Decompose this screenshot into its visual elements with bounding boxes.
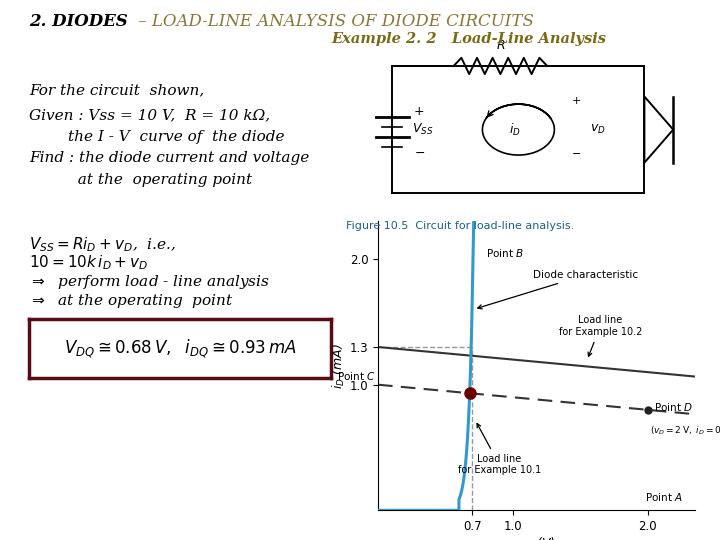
Text: $-$: $-$ [414,146,425,159]
Text: $V_{SS} = Ri_D + v_D$,  i.e.,: $V_{SS} = Ri_D + v_D$, i.e., [29,235,176,254]
Y-axis label: $i_D$ (mA): $i_D$ (mA) [330,343,347,389]
Text: $-$: $-$ [571,147,581,157]
Text: +: + [414,105,425,118]
Text: the I - V  curve of  the diode: the I - V curve of the diode [29,130,284,144]
Text: Example 2. 2   Load-Line Analysis: Example 2. 2 Load-Line Analysis [331,32,606,46]
Text: Load line
for Example 10.1: Load line for Example 10.1 [458,423,541,475]
Text: $R$: $R$ [495,39,505,52]
Text: $V_{DQ} \cong 0.68\,V,\ \ i_{DQ} \cong 0.93\,mA$: $V_{DQ} \cong 0.68\,V,\ \ i_{DQ} \cong 0… [63,337,297,360]
Text: Load line
for Example 10.2: Load line for Example 10.2 [559,315,642,356]
Text: $V_{SS}$: $V_{SS}$ [412,122,433,137]
Text: Find : the diode current and voltage: Find : the diode current and voltage [29,151,309,165]
Text: Point $A$: Point $A$ [645,491,683,503]
Text: Point $D$: Point $D$ [654,401,693,413]
Text: at the  operating point: at the operating point [29,173,252,187]
Text: For the circuit  shown,: For the circuit shown, [29,84,204,98]
Text: $v_D$: $v_D$ [590,123,606,136]
Text: $i_D$: $i_D$ [509,122,521,138]
Text: +: + [571,96,581,106]
Text: $\Rightarrow$  at the operating  point: $\Rightarrow$ at the operating point [29,292,233,309]
Text: $\Rightarrow$  perform load - line analysis: $\Rightarrow$ perform load - line analys… [29,273,269,291]
X-axis label: $v_D$ (V): $v_D$ (V) [518,536,555,540]
Text: Given : Vss = 10 V,  R = 10 kΩ,: Given : Vss = 10 V, R = 10 kΩ, [29,108,270,122]
Text: 2. DIODES: 2. DIODES [29,14,127,30]
Text: $10 = 10k\, i_D + v_D$: $10 = 10k\, i_D + v_D$ [29,254,148,273]
Text: Point $C$: Point $C$ [337,370,375,382]
Text: Diode characteristic: Diode characteristic [477,270,638,309]
Text: – LOAD-LINE ANALYSIS OF DIODE CIRCUITS: – LOAD-LINE ANALYSIS OF DIODE CIRCUITS [133,14,534,30]
Text: Figure 10.5  Circuit for load-line analysis.: Figure 10.5 Circuit for load-line analys… [346,221,574,232]
Text: $(v_D = 2\,\mathrm{V},\ i_D = 0.8\,\mathrm{mA})$: $(v_D = 2\,\mathrm{V},\ i_D = 0.8\,\math… [650,425,720,437]
Text: Point $B$: Point $B$ [486,247,523,259]
